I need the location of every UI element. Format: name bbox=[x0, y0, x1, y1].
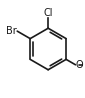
Text: Cl: Cl bbox=[43, 8, 53, 18]
Text: O: O bbox=[76, 60, 84, 70]
Text: Br: Br bbox=[6, 26, 17, 36]
